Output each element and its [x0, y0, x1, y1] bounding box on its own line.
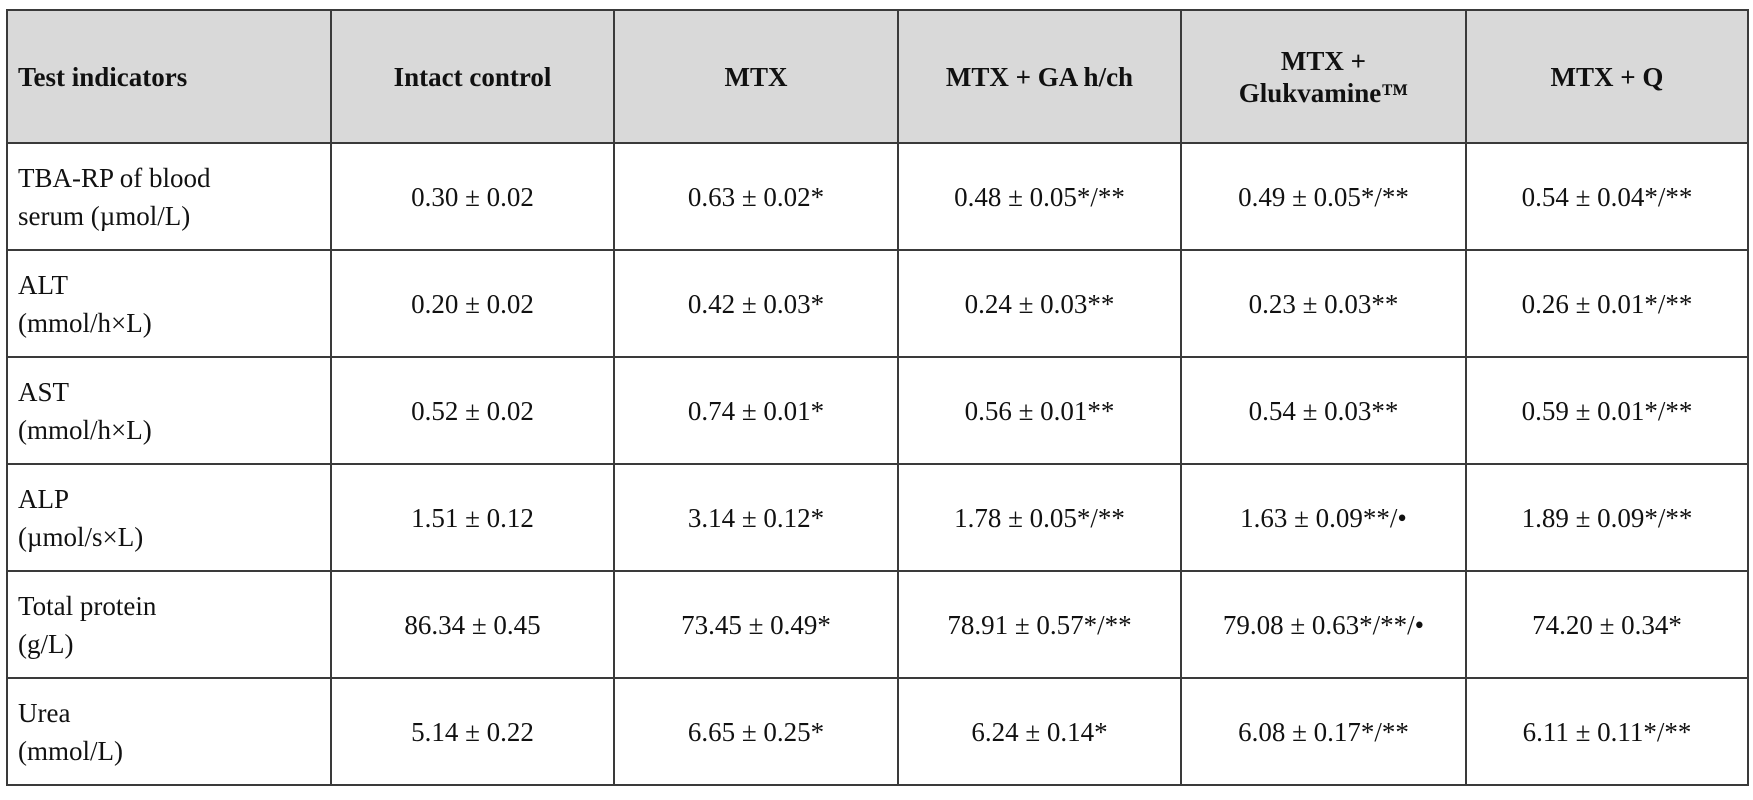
cell-line: AST [18, 376, 70, 407]
value-cell: 78.91 ± 0.57*/** [897, 570, 1182, 679]
row-label: TBA-RP of blood serum (µmol/L) [6, 142, 332, 251]
value-cell: 0.74 ± 0.01* [613, 356, 899, 465]
row-label: AST (mmol/h×L) [6, 356, 332, 465]
table-row: ALT (mmol/h×L) 0.20 ± 0.02 0.42 ± 0.03* 0.24… [6, 249, 1749, 358]
value-cell: 74.20 ± 0.34* [1465, 570, 1749, 679]
value-cell: 1.78 ± 0.05*/** [897, 463, 1182, 572]
cell-line: TBA-RP of blood [18, 162, 211, 193]
header-cell: MTX + GA h/ch [897, 9, 1182, 144]
header-cell: Test indicators [6, 9, 332, 144]
value-cell: 86.34 ± 0.45 [330, 570, 615, 679]
value-cell: 0.59 ± 0.01*/** [1465, 356, 1749, 465]
value-cell: 1.89 ± 0.09*/** [1465, 463, 1749, 572]
value-cell: 0.24 ± 0.03** [897, 249, 1182, 358]
value-cell: 79.08 ± 0.63*/**/• [1180, 570, 1467, 679]
value-cell: 0.63 ± 0.02* [613, 142, 899, 251]
value-cell: 0.54 ± 0.04*/** [1465, 142, 1749, 251]
cell-line: Glukvamine™ [1238, 77, 1409, 108]
value-cell: 1.51 ± 0.12 [330, 463, 615, 572]
value-cell: 0.48 ± 0.05*/** [897, 142, 1182, 251]
row-label: ALT (mmol/h×L) [6, 249, 332, 358]
table-body: TBA-RP of blood serum (µmol/L) 0.30 ± 0.02… [6, 142, 1749, 786]
cell-line: Intact control [393, 61, 552, 92]
cell-line: (µmol/s×L) [18, 521, 144, 552]
value-cell: 0.20 ± 0.02 [330, 249, 615, 358]
value-cell: 0.23 ± 0.03** [1180, 249, 1467, 358]
table-container: Test indicators Intact control MTX MTX + GA… [6, 9, 1749, 786]
cell-line: MTX + [1280, 45, 1367, 76]
header-row: Test indicators Intact control MTX MTX + GA… [6, 9, 1749, 144]
value-cell: 0.26 ± 0.01*/** [1465, 249, 1749, 358]
table-row: ALP (µmol/s×L) 1.51 ± 0.12 3.14 ± 0.12* 1.78… [6, 463, 1749, 572]
cell-line: Urea [18, 697, 71, 728]
value-cell: 6.11 ± 0.11*/** [1465, 677, 1749, 786]
cell-line: MTX [724, 61, 788, 92]
header-cell: Intact control [330, 9, 615, 144]
value-cell: 5.14 ± 0.22 [330, 677, 615, 786]
cell-line: ALT [18, 269, 69, 300]
cell-line: ALP [18, 483, 70, 514]
data-table: Test indicators Intact control MTX MTX + GA… [6, 9, 1749, 786]
row-label: ALP (µmol/s×L) [6, 463, 332, 572]
value-cell: 0.52 ± 0.02 [330, 356, 615, 465]
value-cell: 73.45 ± 0.49* [613, 570, 899, 679]
value-cell: 0.30 ± 0.02 [330, 142, 615, 251]
cell-line: (g/L) [18, 628, 74, 659]
header-cell: MTX + Glukvamine™ [1180, 9, 1467, 144]
value-cell: 0.42 ± 0.03* [613, 249, 899, 358]
row-label: Total protein (g/L) [6, 570, 332, 679]
cell-line: (mmol/h×L) [18, 414, 152, 445]
cell-line: (mmol/L) [18, 735, 123, 766]
cell-line: MTX + GA h/ch [945, 61, 1134, 92]
table-row: Total protein (g/L) 86.34 ± 0.45 73.45 ± 0.… [6, 570, 1749, 679]
value-cell: 0.49 ± 0.05*/** [1180, 142, 1467, 251]
value-cell: 0.56 ± 0.01** [897, 356, 1182, 465]
value-cell: 3.14 ± 0.12* [613, 463, 899, 572]
cell-line: (mmol/h×L) [18, 307, 152, 338]
value-cell: 0.54 ± 0.03** [1180, 356, 1467, 465]
cell-line: serum (µmol/L) [18, 200, 191, 231]
header-cell: MTX [613, 9, 899, 144]
table-row: Urea (mmol/L) 5.14 ± 0.22 6.65 ± 0.25* 6.24 … [6, 677, 1749, 786]
table-row: TBA-RP of blood serum (µmol/L) 0.30 ± 0.02… [6, 142, 1749, 251]
value-cell: 6.65 ± 0.25* [613, 677, 899, 786]
row-label: Urea (mmol/L) [6, 677, 332, 786]
cell-line: MTX + Q [1550, 61, 1664, 92]
cell-line: Total protein [18, 590, 157, 621]
value-cell: 6.08 ± 0.17*/** [1180, 677, 1467, 786]
cell-line: Test indicators [18, 61, 188, 92]
value-cell: 1.63 ± 0.09**/• [1180, 463, 1467, 572]
value-cell: 6.24 ± 0.14* [897, 677, 1182, 786]
header-cell: MTX + Q [1465, 9, 1749, 144]
table-row: AST (mmol/h×L) 0.52 ± 0.02 0.74 ± 0.01* 0.56… [6, 356, 1749, 465]
